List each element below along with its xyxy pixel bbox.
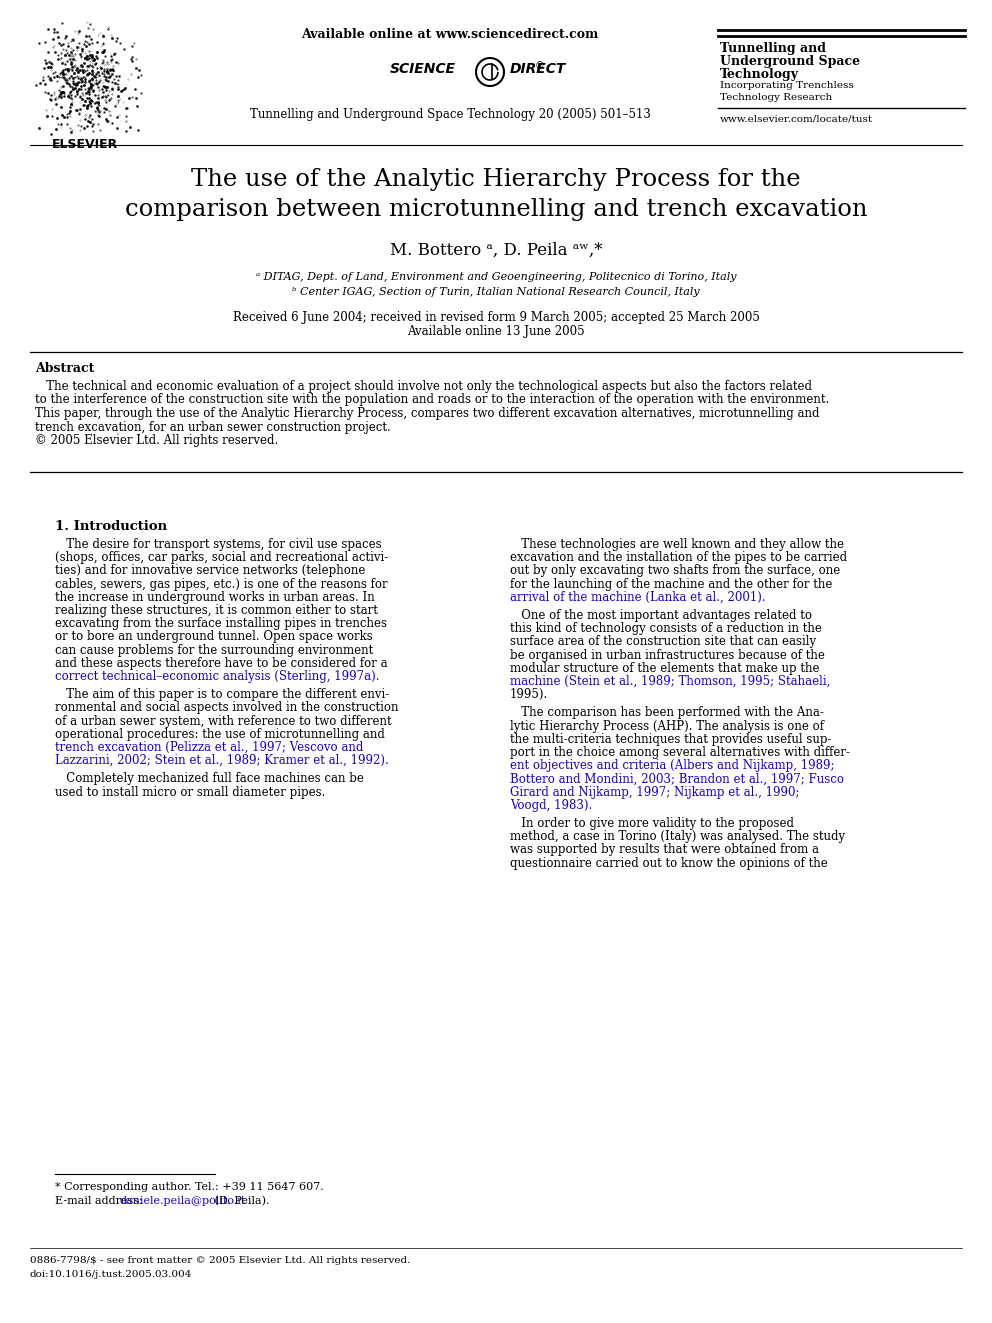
Text: the multi-criteria techniques that provides useful sup-: the multi-criteria techniques that provi… bbox=[510, 733, 831, 746]
Text: of a urban sewer system, with reference to two different: of a urban sewer system, with reference … bbox=[55, 714, 392, 728]
Text: 1. Introduction: 1. Introduction bbox=[55, 520, 167, 533]
Text: One of the most important advantages related to: One of the most important advantages rel… bbox=[510, 609, 812, 622]
Text: Technology: Technology bbox=[720, 67, 799, 81]
Text: the increase in underground works in urban areas. In: the increase in underground works in urb… bbox=[55, 591, 375, 603]
Text: In order to give more validity to the proposed: In order to give more validity to the pr… bbox=[510, 818, 794, 830]
Text: was supported by results that were obtained from a: was supported by results that were obtai… bbox=[510, 843, 819, 856]
Text: Available online at www.sciencedirect.com: Available online at www.sciencedirect.co… bbox=[302, 28, 598, 41]
Text: ᵇ Center IGAG, Section of Turin, Italian National Research Council, Italy: ᵇ Center IGAG, Section of Turin, Italian… bbox=[293, 287, 699, 296]
Text: lytic Hierarchy Process (AHP). The analysis is one of: lytic Hierarchy Process (AHP). The analy… bbox=[510, 720, 824, 733]
Text: ELSEVIER: ELSEVIER bbox=[52, 138, 118, 151]
Text: Received 6 June 2004; received in revised form 9 March 2005; accepted 25 March 2: Received 6 June 2004; received in revise… bbox=[232, 311, 760, 324]
Text: modular structure of the elements that make up the: modular structure of the elements that m… bbox=[510, 662, 819, 675]
Text: cables, sewers, gas pipes, etc.) is one of the reasons for: cables, sewers, gas pipes, etc.) is one … bbox=[55, 578, 388, 590]
Text: trench excavation, for an urban sewer construction project.: trench excavation, for an urban sewer co… bbox=[35, 421, 391, 434]
Text: method, a case in Torino (Italy) was analysed. The study: method, a case in Torino (Italy) was ana… bbox=[510, 831, 845, 843]
Text: excavation and the installation of the pipes to be carried: excavation and the installation of the p… bbox=[510, 552, 847, 564]
Text: port in the choice among several alternatives with differ-: port in the choice among several alterna… bbox=[510, 746, 850, 759]
Text: questionnaire carried out to know the opinions of the: questionnaire carried out to know the op… bbox=[510, 856, 827, 869]
Text: Incorporating Trenchless: Incorporating Trenchless bbox=[720, 81, 854, 90]
Text: (D. Peila).: (D. Peila). bbox=[211, 1196, 270, 1207]
Text: SCIENCE: SCIENCE bbox=[390, 62, 456, 75]
Text: The desire for transport systems, for civil use spaces: The desire for transport systems, for ci… bbox=[55, 538, 382, 550]
Text: Completely mechanized full face machines can be: Completely mechanized full face machines… bbox=[55, 773, 364, 786]
Text: trench excavation (Pelizza et al., 1997; Vescovo and: trench excavation (Pelizza et al., 1997;… bbox=[55, 741, 363, 754]
Text: used to install micro or small diameter pipes.: used to install micro or small diameter … bbox=[55, 786, 325, 799]
Text: The use of the Analytic Hierarchy Process for the: The use of the Analytic Hierarchy Proces… bbox=[191, 168, 801, 191]
Text: excavating from the surface installing pipes in trenches: excavating from the surface installing p… bbox=[55, 618, 387, 630]
Text: this kind of technology consists of a reduction in the: this kind of technology consists of a re… bbox=[510, 622, 822, 635]
Text: Lazzarini, 2002; Stein et al., 1989; Kramer et al., 1992).: Lazzarini, 2002; Stein et al., 1989; Kra… bbox=[55, 754, 389, 767]
Text: These technologies are well known and they allow the: These technologies are well known and th… bbox=[510, 538, 844, 550]
Text: out by only excavating two shafts from the surface, one: out by only excavating two shafts from t… bbox=[510, 565, 840, 577]
Text: surface area of the construction site that can easily: surface area of the construction site th… bbox=[510, 635, 816, 648]
Text: Bottero and Mondini, 2003; Brandon et al., 1997; Fusco: Bottero and Mondini, 2003; Brandon et al… bbox=[510, 773, 844, 786]
Text: daniele.peila@polito.it: daniele.peila@polito.it bbox=[119, 1196, 245, 1207]
Text: ties) and for innovative service networks (telephone: ties) and for innovative service network… bbox=[55, 565, 365, 577]
Text: E-mail address:: E-mail address: bbox=[55, 1196, 146, 1207]
Text: ronmental and social aspects involved in the construction: ronmental and social aspects involved in… bbox=[55, 701, 399, 714]
Text: www.elsevier.com/locate/tust: www.elsevier.com/locate/tust bbox=[720, 114, 873, 123]
Text: ent objectives and criteria (Albers and Nijkamp, 1989;: ent objectives and criteria (Albers and … bbox=[510, 759, 834, 773]
Text: The comparison has been performed with the Ana-: The comparison has been performed with t… bbox=[510, 706, 824, 720]
Text: ᵃ DITAG, Dept. of Land, Environment and Geoengineering, Politecnico di Torino, I: ᵃ DITAG, Dept. of Land, Environment and … bbox=[256, 273, 736, 282]
Text: This paper, through the use of the Analytic Hierarchy Process, compares two diff: This paper, through the use of the Analy… bbox=[35, 407, 819, 419]
Text: * Corresponding author. Tel.: +39 11 5647 607.: * Corresponding author. Tel.: +39 11 564… bbox=[55, 1181, 323, 1192]
Text: machine (Stein et al., 1989; Thomson, 1995; Stahaeli,: machine (Stein et al., 1989; Thomson, 19… bbox=[510, 675, 830, 688]
Text: Underground Space: Underground Space bbox=[720, 56, 860, 67]
Text: 0886-7798/$ - see front matter © 2005 Elsevier Ltd. All rights reserved.: 0886-7798/$ - see front matter © 2005 El… bbox=[30, 1256, 411, 1265]
Text: comparison between microtunnelling and trench excavation: comparison between microtunnelling and t… bbox=[125, 198, 867, 221]
Text: and these aspects therefore have to be considered for a: and these aspects therefore have to be c… bbox=[55, 656, 388, 669]
Text: Available online 13 June 2005: Available online 13 June 2005 bbox=[407, 325, 585, 337]
Text: can cause problems for the surrounding environment: can cause problems for the surrounding e… bbox=[55, 643, 373, 656]
Text: Voogd, 1983).: Voogd, 1983). bbox=[510, 799, 592, 812]
Text: Technology Research: Technology Research bbox=[720, 93, 832, 102]
Text: doi:10.1016/j.tust.2005.03.004: doi:10.1016/j.tust.2005.03.004 bbox=[30, 1270, 192, 1279]
Text: to the interference of the construction site with the population and roads or to: to the interference of the construction … bbox=[35, 393, 829, 406]
Text: (shops, offices, car parks, social and recreational activi-: (shops, offices, car parks, social and r… bbox=[55, 552, 388, 564]
Text: 1995).: 1995). bbox=[510, 688, 549, 701]
Text: DIRECT: DIRECT bbox=[510, 62, 566, 75]
Text: Abstract: Abstract bbox=[35, 363, 94, 374]
Text: or to bore an underground tunnel. Open space works: or to bore an underground tunnel. Open s… bbox=[55, 630, 373, 643]
Text: ®: ® bbox=[535, 61, 545, 71]
Text: arrival of the machine (Lanka et al., 2001).: arrival of the machine (Lanka et al., 20… bbox=[510, 591, 766, 603]
Text: correct technical–economic analysis (Sterling, 1997a).: correct technical–economic analysis (Ste… bbox=[55, 669, 380, 683]
Text: Tunnelling and: Tunnelling and bbox=[720, 42, 826, 56]
Text: Girard and Nijkamp, 1997; Nijkamp et al., 1990;: Girard and Nijkamp, 1997; Nijkamp et al.… bbox=[510, 786, 800, 799]
Text: The technical and economic evaluation of a project should involve not only the t: The technical and economic evaluation of… bbox=[35, 380, 812, 393]
Text: operational procedures: the use of microtunnelling and: operational procedures: the use of micro… bbox=[55, 728, 385, 741]
Text: © 2005 Elsevier Ltd. All rights reserved.: © 2005 Elsevier Ltd. All rights reserved… bbox=[35, 434, 278, 447]
Text: realizing these structures, it is common either to start: realizing these structures, it is common… bbox=[55, 605, 378, 617]
Text: M. Bottero ᵃ, D. Peila ᵃʷ,*: M. Bottero ᵃ, D. Peila ᵃʷ,* bbox=[390, 242, 602, 259]
Text: Tunnelling and Underground Space Technology 20 (2005) 501–513: Tunnelling and Underground Space Technol… bbox=[250, 108, 651, 120]
Text: for the launching of the machine and the other for the: for the launching of the machine and the… bbox=[510, 578, 832, 590]
Text: The aim of this paper is to compare the different envi-: The aim of this paper is to compare the … bbox=[55, 688, 389, 701]
Text: be organised in urban infrastructures because of the: be organised in urban infrastructures be… bbox=[510, 648, 825, 662]
